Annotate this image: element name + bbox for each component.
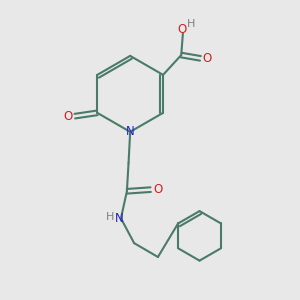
- Text: O: O: [153, 183, 163, 196]
- Text: H: H: [106, 212, 115, 222]
- Text: O: O: [202, 52, 211, 65]
- Text: H: H: [187, 19, 195, 29]
- Text: N: N: [126, 125, 135, 138]
- Text: N: N: [115, 212, 124, 225]
- Text: O: O: [63, 110, 72, 123]
- Text: O: O: [178, 23, 187, 36]
